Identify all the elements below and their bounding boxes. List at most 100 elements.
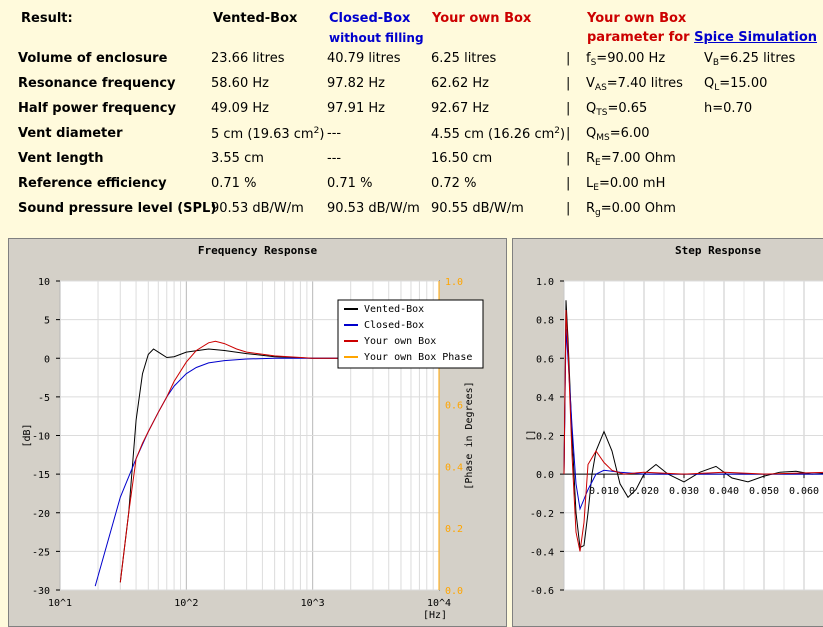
vented-box-heading: Vented-Box xyxy=(213,11,298,26)
column-separator: | xyxy=(566,176,571,191)
row-label: Sound pressure level (SPL) xyxy=(18,201,217,216)
param-vb: VB=6.25 litres xyxy=(704,51,796,68)
legend-label: Vented-Box xyxy=(364,304,424,315)
series-line-0 xyxy=(563,300,823,549)
step-response-chart: 1.0 0.8 0.6 0.4 0.2 0.0 -0.2 -0.4 -0.6 0.010 0.020… xyxy=(526,277,823,597)
y-tick-label: 0.2 xyxy=(536,432,554,443)
param-ql: QL=15.00 xyxy=(704,76,768,93)
row-label: Vent diameter xyxy=(18,126,123,141)
own-value: 4.55 cm (16.26 cm2) xyxy=(431,126,566,142)
own-value: 6.25 litres xyxy=(431,51,497,66)
vented-value: 5 cm (19.63 cm2) xyxy=(211,126,325,142)
row-label: Reference efficiency xyxy=(18,176,167,191)
closed-value: --- xyxy=(327,151,342,166)
y-tick-label: -20 xyxy=(32,509,50,520)
own-value: 0.72 % xyxy=(431,176,477,191)
result-heading: Result: xyxy=(21,11,73,26)
x-tick-label: 0.030 xyxy=(669,486,699,497)
x-tick-label: 0.010 xyxy=(589,486,619,497)
legend-label: Your own Box Phase xyxy=(364,352,472,363)
param-h: h=0.70 xyxy=(704,101,753,116)
y-tick-label: 5 xyxy=(44,316,50,327)
param-qts: QTS=0.65 xyxy=(586,101,648,118)
series-line-2 xyxy=(119,340,439,583)
y-tick-label: 0 xyxy=(44,354,50,365)
column-separator: | xyxy=(566,101,571,116)
param-qms: QMS=6.00 xyxy=(586,126,650,143)
y-tick-label: 0.6 xyxy=(536,354,554,365)
closed-value: 40.79 litres xyxy=(327,51,401,66)
param-vas: VAS=7.40 litres xyxy=(586,76,683,93)
own-value: 62.62 Hz xyxy=(431,76,489,91)
row-label: Half power frequency xyxy=(18,101,176,116)
y-tick-label: -0.6 xyxy=(530,586,554,597)
closed-box-heading: Closed-Box xyxy=(329,11,411,26)
param-fs: fS=90.00 Hz xyxy=(586,51,666,68)
own-value: 92.67 Hz xyxy=(431,101,489,116)
x-tick-label: 10^3 xyxy=(301,598,325,609)
y-tick-label: -30 xyxy=(32,586,50,597)
series-line-2 xyxy=(563,309,823,552)
column-separator: | xyxy=(566,76,571,91)
spice-heading-line1: Your own Box xyxy=(587,11,687,26)
x-tick-label: 10^1 xyxy=(48,598,72,609)
y-tick-label: -5 xyxy=(38,393,50,404)
legend-label: Closed-Box xyxy=(364,320,424,331)
closed-value: 97.91 Hz xyxy=(327,101,385,116)
y-tick-label: -15 xyxy=(32,470,50,481)
vented-value: 3.55 cm xyxy=(211,151,264,166)
closed-value: 90.53 dB/W/m xyxy=(327,201,420,216)
step-response-title: Step Response xyxy=(674,244,762,257)
vented-value: 0.71 % xyxy=(211,176,257,191)
row-label: Vent length xyxy=(18,151,104,166)
phase-tick-label: 0.4 xyxy=(445,462,463,473)
closed-value: --- xyxy=(327,126,342,141)
legend: Vented-Box Closed-Box Your own Box Your own… xyxy=(337,299,484,369)
own-value: 90.55 dB/W/m xyxy=(431,201,524,216)
y-tick-label: -10 xyxy=(32,432,50,443)
phase-tick-label: 0.2 xyxy=(445,524,463,535)
series-line-1 xyxy=(563,329,823,511)
vented-value: 90.53 dB/W/m xyxy=(211,201,304,216)
param-re: RE=7.00 Ohm xyxy=(586,151,676,168)
column-separator: | xyxy=(566,51,571,66)
row-label: Volume of enclosure xyxy=(18,51,168,66)
phase-tick-label: 0.6 xyxy=(445,401,463,412)
x-tick-label: 0.050 xyxy=(749,486,779,497)
own-value: 16.50 cm xyxy=(431,151,493,166)
column-separator: | xyxy=(566,126,571,141)
x-axis-label: [Hz] xyxy=(423,610,447,621)
frequency-response-chart: 10^1 10^2 10^3 10^4 10 5 0 -5 -10 -15 -20 -25 -30 1.0… xyxy=(22,277,484,621)
closed-value: 97.82 Hz xyxy=(327,76,385,91)
legend-label: Your own Box xyxy=(364,336,436,347)
x-tick-label: 10^4 xyxy=(427,598,451,609)
param-rg: Rg=0.00 Ohm xyxy=(586,201,676,218)
y-tick-label: 0.0 xyxy=(536,470,554,481)
y-tick-label: 10 xyxy=(38,277,50,288)
spice-heading-line2: parameter for Spice Simulation xyxy=(587,30,818,45)
phase-tick-label: 1.0 xyxy=(445,277,463,288)
frequency-response-panel: Frequency Response 10^1 10^2 10^3 10^4 10 5 0 -… xyxy=(8,238,507,627)
y-tick-label: -0.2 xyxy=(530,509,554,520)
legend-box xyxy=(337,299,484,369)
phase-axis-label: [Phase in Degrees] xyxy=(464,381,475,489)
y-tick-label: 0.4 xyxy=(536,393,554,404)
phase-tick-label: 0.0 xyxy=(445,586,463,597)
y-tick-label: -25 xyxy=(32,547,50,558)
y-tick-label: 0.8 xyxy=(536,316,554,327)
vented-value: 49.09 Hz xyxy=(211,101,269,116)
spice-simulation-link[interactable]: Spice Simulation xyxy=(694,30,818,45)
column-separator: | xyxy=(566,151,571,166)
x-tick-label: 0.020 xyxy=(629,486,659,497)
y-axis-label: [dB] xyxy=(22,423,33,447)
y-tick-label: 1.0 xyxy=(536,277,554,288)
x-tick-label: 0.060 xyxy=(789,486,819,497)
column-separator: | xyxy=(566,201,571,216)
series-line-0 xyxy=(119,348,439,583)
vented-value: 23.66 litres xyxy=(211,51,285,66)
param-le: LE=0.00 mH xyxy=(586,176,666,193)
y-tick-label: -0.4 xyxy=(530,547,554,558)
vented-value: 58.60 Hz xyxy=(211,76,269,91)
row-label: Resonance frequency xyxy=(18,76,176,91)
x-tick-label: 10^2 xyxy=(174,598,198,609)
